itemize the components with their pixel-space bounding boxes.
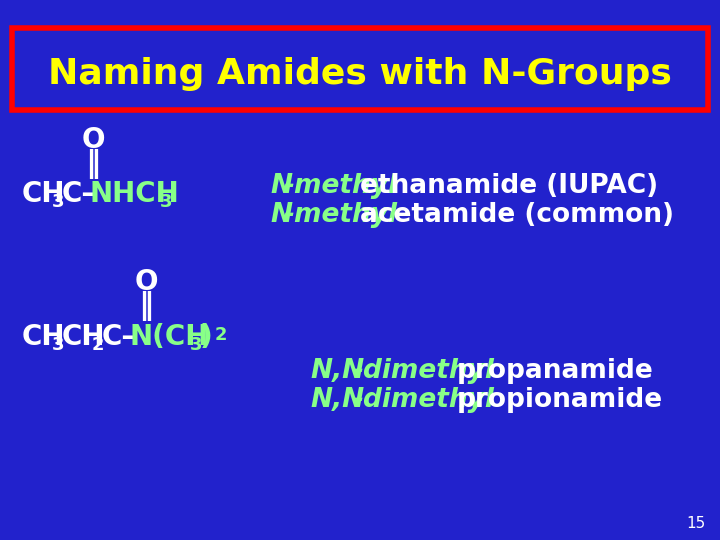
Text: N,N: N,N [310, 387, 364, 413]
Text: propanamide: propanamide [457, 358, 654, 384]
Text: N: N [270, 202, 292, 228]
Text: -methyl: -methyl [283, 202, 397, 228]
Text: O: O [135, 268, 158, 296]
Text: propionamide: propionamide [457, 387, 663, 413]
Text: -dimethyl: -dimethyl [352, 387, 494, 413]
Text: 2: 2 [215, 326, 228, 344]
Text: CH: CH [62, 323, 106, 351]
Text: acetamide (common): acetamide (common) [360, 202, 674, 228]
Text: CH: CH [22, 323, 66, 351]
Text: N,N: N,N [310, 358, 364, 384]
Text: ‖: ‖ [85, 149, 100, 179]
Text: 2: 2 [92, 336, 104, 354]
Text: C–: C– [62, 180, 96, 208]
Text: ‖: ‖ [138, 291, 153, 321]
Text: -methyl: -methyl [283, 173, 397, 199]
Text: CH: CH [22, 180, 66, 208]
Text: 3: 3 [52, 336, 65, 354]
Text: C–: C– [102, 323, 136, 351]
Text: 3: 3 [160, 193, 173, 211]
Text: 15: 15 [687, 516, 706, 531]
Text: 3: 3 [52, 193, 65, 211]
Text: 3: 3 [190, 336, 202, 354]
Text: N: N [270, 173, 292, 199]
Text: ): ) [200, 323, 212, 351]
Text: -dimethyl: -dimethyl [352, 358, 494, 384]
Text: O: O [82, 126, 106, 154]
Bar [12, 28, 708, 110]
Text: N(CH: N(CH [129, 323, 208, 351]
Text: NHCH: NHCH [89, 180, 179, 208]
Text: Naming Amides with N-Groups: Naming Amides with N-Groups [48, 57, 672, 91]
Text: ethanamide (IUPAC): ethanamide (IUPAC) [360, 173, 658, 199]
